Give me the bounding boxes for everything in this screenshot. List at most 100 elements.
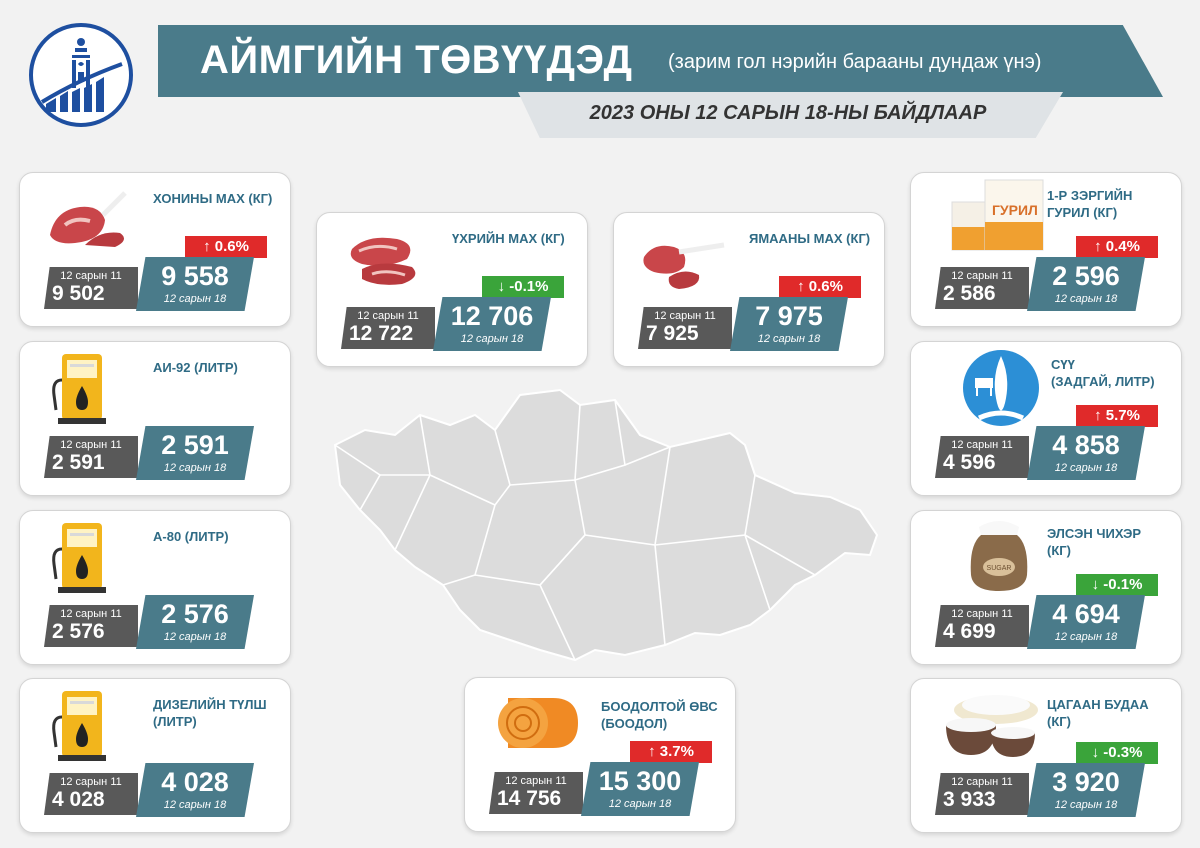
previous-price: 4 596 bbox=[943, 451, 996, 474]
current-date-label: 12 сарын 18 bbox=[460, 333, 524, 345]
current-price-box: 2 576 12 сарын 18 bbox=[136, 595, 254, 649]
fuel-pump-icon bbox=[52, 354, 106, 424]
previous-date-label: 12 сарын 11 bbox=[951, 270, 1013, 282]
mongolia-map bbox=[333, 388, 879, 662]
previous-price: 7 925 bbox=[646, 322, 699, 345]
product-name: ЭЛСЭН ЧИХЭР (КГ) bbox=[1047, 526, 1142, 558]
price-change-badge: ↑ 0.4% bbox=[1076, 236, 1158, 258]
current-date-label: 12 сарын 18 bbox=[163, 631, 227, 643]
product-name: А-80 (ЛИТР) bbox=[153, 529, 229, 544]
price-card-milk: СҮҮ (ЗАДГАЙ, ЛИТР) ↑ 5.7% 12 сарын 11 4 … bbox=[910, 341, 1182, 496]
current-price: 2 596 bbox=[1052, 261, 1120, 291]
product-name: 1-Р ЗЭРГИЙН ГУРИЛ (КГ) bbox=[1047, 188, 1133, 220]
price-card-diesel: ДИЗЕЛИЙН ТҮЛШ (ЛИТР) 12 сарын 11 4 028 4… bbox=[19, 678, 291, 833]
flour-bag-icon: ГУРИЛ bbox=[951, 179, 1044, 251]
current-date-label: 12 сарын 18 bbox=[1054, 799, 1118, 811]
milk-cow-icon bbox=[963, 350, 1039, 426]
previous-date-label: 12 сарын 11 bbox=[357, 310, 419, 322]
price-card-a80: А-80 (ЛИТР) 12 сарын 11 2 576 2 576 12 с… bbox=[19, 510, 291, 665]
previous-price-box: 12 сарын 11 4 699 bbox=[935, 605, 1029, 647]
fuel-pump-icon bbox=[52, 691, 106, 761]
product-name: ЯМААНЫ МАХ (КГ) bbox=[749, 231, 871, 246]
product-name: ДИЗЕЛИЙН ТҮЛШ (ЛИТР) bbox=[153, 697, 267, 729]
previous-price-box: 12 сарын 11 4 596 bbox=[935, 436, 1029, 478]
page-title: АЙМГИЙН ТӨВҮҮДЭД bbox=[200, 38, 633, 82]
lamb-meat-icon bbox=[50, 191, 127, 247]
current-price: 12 706 bbox=[450, 301, 534, 331]
product-name: СҮҮ (ЗАДГАЙ, ЛИТР) bbox=[1051, 357, 1155, 389]
current-date-label: 12 сарын 18 bbox=[1054, 293, 1118, 305]
current-date-label: 12 сарын 18 bbox=[1054, 631, 1118, 643]
current-date-label: 12 сарын 18 bbox=[757, 333, 821, 345]
current-price-box: 4 028 12 сарын 18 bbox=[136, 763, 254, 817]
previous-price-box: 12 сарын 11 4 028 bbox=[44, 773, 138, 815]
previous-price-box: 12 сарын 11 7 925 bbox=[638, 307, 732, 349]
previous-price: 4 028 bbox=[52, 788, 105, 811]
price-change-badge: ↓ -0.1% bbox=[1076, 574, 1158, 596]
product-name: ҮХРИЙН МАХ (КГ) bbox=[452, 231, 565, 246]
current-price: 4 028 bbox=[161, 767, 229, 797]
price-card-rice: ЦАГААН БУДАА (КГ) ↓ -0.3% 12 сарын 11 3 … bbox=[910, 678, 1182, 833]
price-change-badge: ↑ 0.6% bbox=[185, 236, 267, 258]
current-date-label: 12 сарын 18 bbox=[163, 799, 227, 811]
statistics-office-logo bbox=[29, 23, 133, 127]
current-price: 4 858 bbox=[1052, 430, 1120, 460]
product-name: АИ-92 (ЛИТР) bbox=[153, 360, 238, 375]
current-price-box: 4 694 12 сарын 18 bbox=[1027, 595, 1145, 649]
current-price-box: 4 858 12 сарын 18 bbox=[1027, 426, 1145, 480]
price-change-badge: ↑ 0.6% bbox=[779, 276, 861, 298]
current-price: 2 576 bbox=[161, 599, 229, 629]
previous-price: 14 756 bbox=[497, 787, 562, 810]
product-name: БООДОЛТОЙ ӨВС (БООДОЛ) bbox=[601, 699, 718, 731]
price-card-beef: ҮХРИЙН МАХ (КГ) ↓ -0.1% 12 сарын 11 12 7… bbox=[316, 212, 588, 367]
beef-meat-icon bbox=[350, 237, 416, 285]
price-change-badge: ↓ -0.1% bbox=[482, 276, 564, 298]
date-banner bbox=[518, 92, 1063, 138]
price-card-ai92: АИ-92 (ЛИТР) 12 сарын 11 2 591 2 591 12 … bbox=[19, 341, 291, 496]
current-price: 4 694 bbox=[1052, 599, 1120, 629]
svg-text:SUGAR: SUGAR bbox=[987, 565, 1012, 572]
current-price-box: 2 596 12 сарын 18 bbox=[1027, 257, 1145, 311]
product-name: ХОНИНЫ МАХ (КГ) bbox=[153, 191, 273, 206]
fuel-pump-icon bbox=[52, 523, 106, 593]
previous-price: 12 722 bbox=[349, 322, 414, 345]
price-card-flour: ГУРИЛ 1-Р ЗЭРГИЙН ГУРИЛ (КГ) ↑ 0.4% 12 с… bbox=[910, 172, 1182, 327]
svg-text:ГУРИЛ: ГУРИЛ bbox=[992, 202, 1038, 218]
title-banner bbox=[158, 25, 1163, 97]
current-price-box: 3 920 12 сарын 18 bbox=[1027, 763, 1145, 817]
price-card-goat-meat: ЯМААНЫ МАХ (КГ) ↑ 0.6% 12 сарын 11 7 925… bbox=[613, 212, 885, 367]
previous-price: 2 576 bbox=[52, 620, 105, 643]
price-change-badge: ↑ 5.7% bbox=[1076, 405, 1158, 427]
previous-date-label: 12 сарын 11 bbox=[951, 439, 1013, 451]
goat-meat-icon bbox=[643, 242, 725, 289]
previous-price: 9 502 bbox=[52, 282, 105, 305]
previous-price: 4 699 bbox=[943, 620, 996, 643]
previous-date-label: 12 сарын 11 bbox=[505, 775, 567, 787]
page-subtitle: (зарим гол нэрийн барааны дундаж үнэ) bbox=[668, 51, 1042, 73]
current-date-label: 12 сарын 18 bbox=[163, 293, 227, 305]
previous-price: 2 586 bbox=[943, 282, 996, 305]
current-price: 7 975 bbox=[755, 301, 823, 331]
previous-price-box: 12 сарын 11 2 586 bbox=[935, 267, 1029, 309]
current-date-label: 12 сарын 18 bbox=[608, 798, 672, 810]
price-card-hay-bale: БООДОЛТОЙ ӨВС (БООДОЛ) ↑ 3.7% 12 сарын 1… bbox=[464, 677, 736, 832]
previous-price: 2 591 bbox=[52, 451, 105, 474]
sugar-sack-icon: SUGAR bbox=[970, 521, 1028, 591]
previous-price-box: 12 сарын 11 9 502 bbox=[44, 267, 138, 309]
current-price-box: 15 300 12 сарын 18 bbox=[581, 762, 699, 816]
price-change-badge: ↓ -0.3% bbox=[1076, 742, 1158, 764]
previous-price-box: 12 сарын 11 14 756 bbox=[489, 772, 583, 814]
current-price-box: 9 558 12 сарын 18 bbox=[136, 257, 254, 311]
previous-date-label: 12 сарын 11 bbox=[60, 439, 122, 451]
hay-bale-icon bbox=[498, 698, 578, 748]
previous-date-label: 12 сарын 11 bbox=[951, 608, 1013, 620]
previous-price: 3 933 bbox=[943, 788, 996, 811]
current-price: 3 920 bbox=[1052, 767, 1120, 797]
previous-price-box: 12 сарын 11 3 933 bbox=[935, 773, 1029, 815]
previous-price-box: 12 сарын 11 2 576 bbox=[44, 605, 138, 647]
product-name: ЦАГААН БУДАА (КГ) bbox=[1047, 697, 1149, 729]
price-change-badge: ↑ 3.7% bbox=[630, 741, 712, 763]
previous-price-box: 12 сарын 11 12 722 bbox=[341, 307, 435, 349]
current-price-box: 7 975 12 сарын 18 bbox=[730, 297, 848, 351]
previous-date-label: 12 сарын 11 bbox=[951, 776, 1013, 788]
